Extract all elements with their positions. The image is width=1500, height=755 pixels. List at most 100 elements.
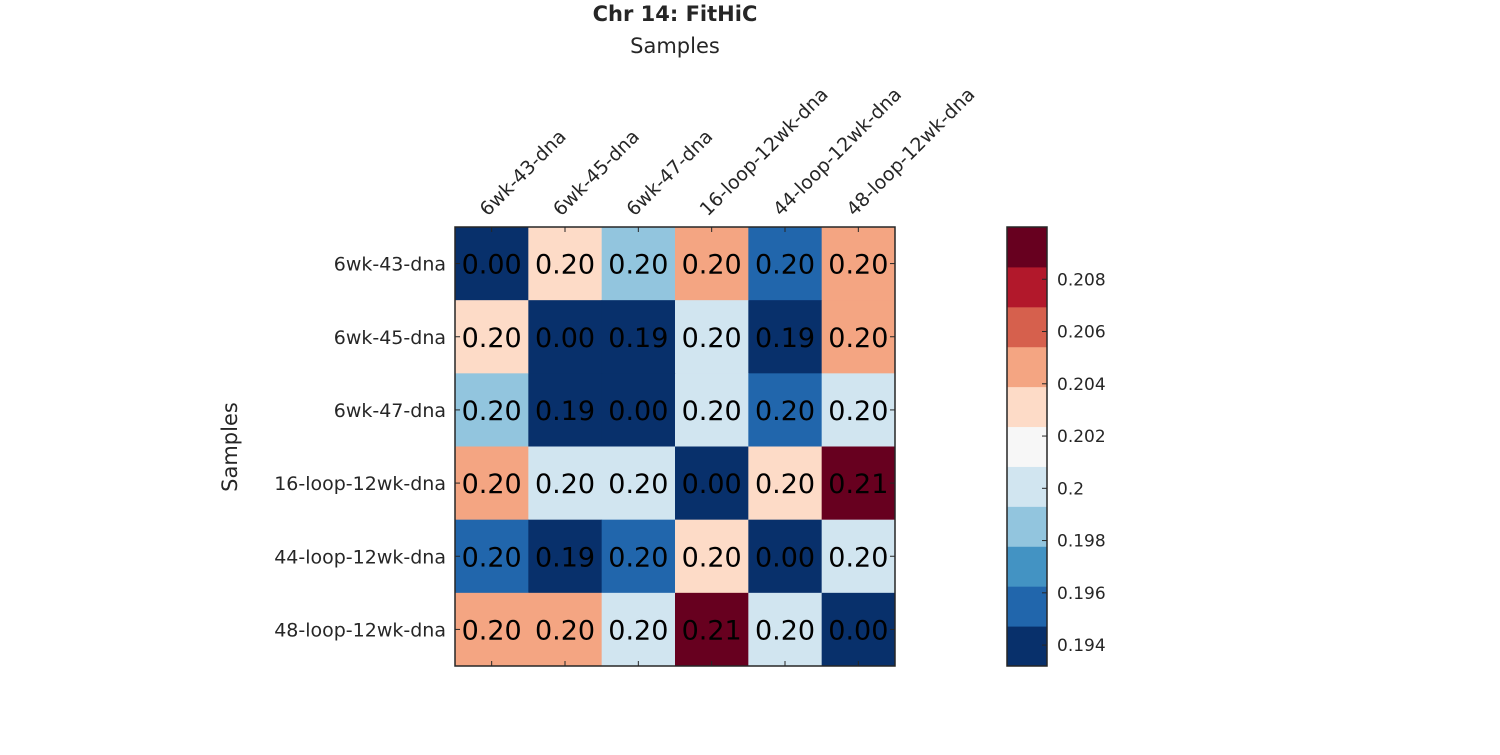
heatmap-cell-6-1 bbox=[455, 592, 529, 667]
cell-value-label-6-6: 0.00 bbox=[828, 615, 888, 646]
cell-value-label-4-6: 0.21 bbox=[828, 469, 888, 500]
cell-value-label-5-6: 0.20 bbox=[828, 542, 888, 573]
colorbar-segment bbox=[1007, 346, 1047, 388]
cell-value-label-2-3: 0.19 bbox=[608, 323, 668, 354]
heatmap-cell-4-3 bbox=[601, 446, 676, 521]
colorbar-segment bbox=[1007, 626, 1047, 667]
y-tick-label: 44-loop-12wk-dna bbox=[274, 546, 446, 568]
heatmap-cell-4-4 bbox=[675, 446, 749, 521]
heatmap-cell-1-2 bbox=[528, 227, 603, 301]
cell-value-label-3-6: 0.20 bbox=[828, 396, 888, 427]
cell-value-label-2-4: 0.20 bbox=[682, 323, 742, 354]
colorbar-segment bbox=[1007, 306, 1047, 348]
cell-value-label-1-3: 0.20 bbox=[608, 250, 668, 281]
heatmap-cell-3-5 bbox=[748, 373, 823, 447]
cell-value-label-1-6: 0.20 bbox=[828, 250, 888, 281]
heatmap-cell-3-3 bbox=[601, 373, 676, 447]
colorbar-tick-label: 0.206 bbox=[1057, 323, 1106, 343]
cell-value-label-4-4: 0.00 bbox=[682, 469, 742, 500]
colorbar-tick-label: 0.202 bbox=[1057, 427, 1106, 447]
chart-title: Chr 14: FitHiC bbox=[593, 2, 758, 26]
colorbar-segment bbox=[1007, 586, 1047, 627]
heatmap-cell-2-4 bbox=[675, 300, 749, 374]
cell-value-label-3-5: 0.20 bbox=[755, 396, 815, 427]
heatmap-cell-3-2 bbox=[528, 373, 603, 447]
heatmap-cell-1-1 bbox=[455, 227, 529, 301]
y-tick-labels: 6wk-43-dna 6wk-45-dna 6wk-47-dna 16-loop-12… bbox=[274, 254, 895, 641]
heatmap-cell-5-4 bbox=[675, 519, 749, 594]
heatmap-cell-2-5 bbox=[748, 300, 823, 374]
y-tick-label: 16-loop-12wk-dna bbox=[274, 473, 446, 495]
colorbar-tick-label: 0.198 bbox=[1057, 532, 1106, 552]
heatmap-cell-3-1 bbox=[455, 373, 529, 447]
colorbar-segment bbox=[1007, 506, 1047, 547]
plot-frame bbox=[454, 226, 896, 667]
y-tick-label: 48-loop-12wk-dna bbox=[274, 619, 446, 641]
cell-value-label-5-1: 0.20 bbox=[462, 542, 522, 573]
heatmap-cell-6-2 bbox=[528, 592, 603, 667]
colorbar: 0.194 0.196 0.198 0.2 0.202 0.204 0.206 0.208 bbox=[1006, 226, 1106, 667]
heatmap-cell-1-4 bbox=[675, 227, 749, 301]
heatmap-cell-4-6 bbox=[821, 446, 896, 521]
x-tick-label: 44-loop-12wk-dna bbox=[769, 83, 906, 220]
cell-value-label-5-2: 0.19 bbox=[535, 542, 595, 573]
cell-value-label-1-4: 0.20 bbox=[682, 250, 742, 281]
heatmap-cell-6-3 bbox=[601, 592, 676, 667]
cell-value-label-4-1: 0.20 bbox=[462, 469, 522, 500]
colorbar-tick-label: 0.204 bbox=[1057, 375, 1106, 395]
colorbar-tick-label: 0.194 bbox=[1057, 636, 1106, 656]
heatmap-cell-1-3 bbox=[601, 227, 676, 301]
heatmap-cell-1-6 bbox=[821, 227, 896, 301]
heatmap-cell-3-6 bbox=[821, 373, 896, 447]
heatmap-cell-4-1 bbox=[455, 446, 529, 521]
heatmap-cell-3-4 bbox=[675, 373, 749, 447]
cell-value-label-3-1: 0.20 bbox=[462, 396, 522, 427]
y-tick-label: 6wk-47-dna bbox=[334, 400, 446, 422]
cell-value-label-6-5: 0.20 bbox=[755, 615, 815, 646]
heatmap-cell-labels: 0.00 0.20 0.20 0.20 0.20 0.20 0.20 0.00 0.19 0.20… bbox=[462, 250, 889, 647]
x-axis-label: Samples bbox=[630, 34, 720, 58]
colorbar-segment bbox=[1007, 426, 1047, 467]
cell-value-label-2-5: 0.19 bbox=[755, 323, 815, 354]
colorbar-segment bbox=[1007, 227, 1047, 268]
cell-value-label-6-1: 0.20 bbox=[462, 615, 522, 646]
colorbar-tick-label: 0.208 bbox=[1057, 270, 1106, 290]
cell-value-label-6-2: 0.20 bbox=[535, 615, 595, 646]
colorbar-segment bbox=[1007, 466, 1047, 507]
cell-value-label-5-3: 0.20 bbox=[608, 542, 668, 573]
heatmap-cell-5-5 bbox=[748, 519, 823, 594]
heatmap-cell-2-2 bbox=[528, 300, 603, 374]
x-tick-label: 16-loop-12wk-dna bbox=[696, 83, 833, 220]
colorbar-frame bbox=[1006, 226, 1048, 667]
cell-value-label-3-4: 0.20 bbox=[682, 396, 742, 427]
cell-value-label-3-2: 0.19 bbox=[535, 396, 595, 427]
y-tick-label: 6wk-43-dna bbox=[334, 254, 446, 276]
colorbar-segment bbox=[1007, 546, 1047, 587]
heatmap-cell-6-4 bbox=[675, 592, 749, 667]
cell-value-label-3-3: 0.00 bbox=[608, 396, 668, 427]
y-axis-label: Samples bbox=[218, 402, 242, 492]
heatmap-cell-6-5 bbox=[748, 592, 823, 667]
cell-value-label-1-1: 0.00 bbox=[462, 250, 522, 281]
heatmap-cell-5-3 bbox=[601, 519, 676, 594]
colorbar-tick-label: 0.2 bbox=[1057, 479, 1084, 499]
cell-value-label-2-1: 0.20 bbox=[462, 323, 522, 354]
cell-value-label-4-2: 0.20 bbox=[535, 469, 595, 500]
cell-value-label-6-4: 0.21 bbox=[682, 615, 742, 646]
heatmap-cell-2-3 bbox=[601, 300, 676, 374]
y-tick-label: 6wk-45-dna bbox=[334, 327, 446, 349]
heatmap-cell-5-6 bbox=[821, 519, 896, 594]
heatmap-cell-4-5 bbox=[748, 446, 823, 521]
cell-value-label-5-5: 0.00 bbox=[755, 542, 815, 573]
colorbar-segment bbox=[1007, 266, 1047, 308]
heatmap-cell-1-5 bbox=[748, 227, 823, 301]
colorbar-segment bbox=[1007, 386, 1047, 428]
cell-value-label-6-3: 0.20 bbox=[608, 615, 668, 646]
heatmap-cell-5-1 bbox=[455, 519, 529, 594]
cell-value-label-4-3: 0.20 bbox=[608, 469, 668, 500]
heatmap-cell-4-2 bbox=[528, 446, 603, 521]
heatmap-cell-5-2 bbox=[528, 519, 603, 594]
cell-value-label-5-4: 0.20 bbox=[682, 542, 742, 573]
